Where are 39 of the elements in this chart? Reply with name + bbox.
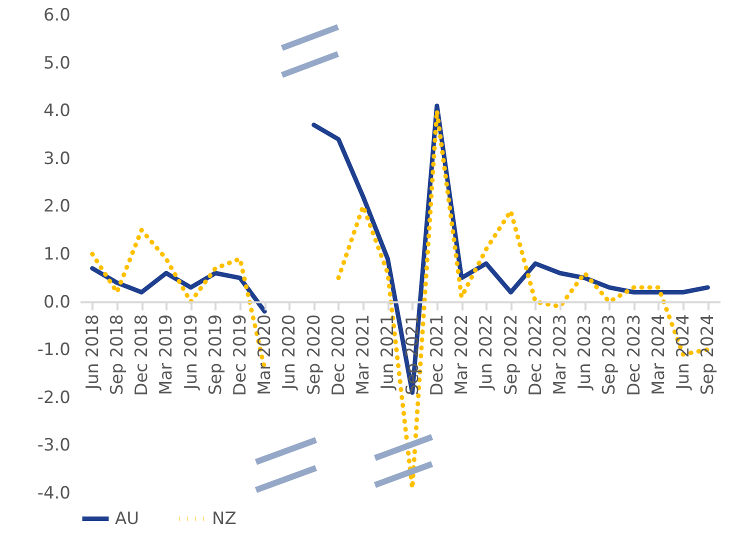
- x-tick-label: Jun 2024: [674, 314, 694, 391]
- x-tick-label: Dec 2023: [624, 314, 644, 396]
- x-tick-label: Jun 2022: [476, 314, 497, 391]
- x-tick-label: Sep 2024: [698, 314, 718, 396]
- x-tick-label: Mar 2020: [255, 314, 276, 396]
- y-tick-label: -1.0: [37, 340, 70, 360]
- y-tick-label: 2.0: [43, 196, 70, 217]
- y-tick-label: -2.0: [37, 388, 70, 408]
- x-tick-label: Dec 2018: [132, 314, 152, 396]
- x-tick-label: Mar 2019: [156, 314, 177, 396]
- x-tick-label: Dec 2021: [427, 314, 448, 396]
- y-tick-label: 3.0: [43, 148, 70, 169]
- x-tick-label: Sep 2021: [402, 314, 423, 396]
- x-tick-label: Dec 2019: [230, 314, 250, 396]
- x-tick-label: Sep 2018: [107, 314, 128, 396]
- x-tick-label: Jun 2023: [575, 314, 596, 391]
- legend-label: NZ: [212, 508, 236, 529]
- x-tick-label: Sep 2023: [600, 314, 620, 396]
- x-tick-label: Mar 2022: [452, 314, 472, 396]
- y-tick-label: 4.0: [43, 101, 70, 122]
- x-tick-label: Mar 2024: [648, 314, 669, 396]
- x-tick-label: Jun 2020: [280, 314, 300, 391]
- x-tick-label: Jun 2018: [82, 314, 103, 391]
- x-tick-label: Mar 2021: [354, 314, 374, 396]
- x-tick-label: Jun 2019: [181, 314, 202, 391]
- x-tick-label: Sep 2019: [206, 314, 226, 396]
- y-tick-label: -3.0: [37, 436, 70, 456]
- y-tick-label: 1.0: [43, 244, 70, 264]
- y-tick-label: 5.0: [43, 53, 70, 74]
- x-tick-label: Sep 2022: [501, 314, 522, 396]
- y-tick-label: -4.0: [37, 484, 70, 504]
- y-tick-label: 6.0: [43, 6, 70, 26]
- x-tick-label: Jun 2021: [378, 314, 398, 391]
- x-tick-label: Sep 2020: [304, 314, 324, 396]
- legend-label: AU: [115, 508, 140, 529]
- y-tick-label: 0.0: [43, 292, 70, 312]
- x-tick-label: Dec 2022: [526, 314, 546, 396]
- x-tick-label: Mar 2023: [550, 314, 570, 396]
- x-tick-label: Dec 2020: [328, 314, 349, 396]
